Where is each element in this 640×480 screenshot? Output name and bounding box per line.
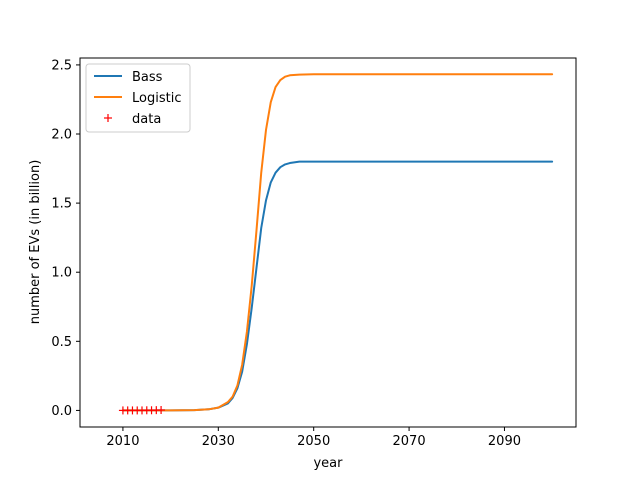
y-tick-label: 2.0 [51,128,72,143]
x-tick-label: 2030 [202,434,235,449]
legend-label-bass: Bass [132,70,163,85]
y-axis-ticks: 0.0 0.5 1.0 1.5 2.0 2.5 [51,58,80,419]
y-tick-label: 2.5 [51,58,72,73]
legend-label-logistic: Logistic [132,91,181,106]
x-axis-label: year [313,456,343,471]
y-tick-label: 0.0 [51,404,72,419]
series-markers-data [118,406,166,415]
series-layer [118,73,554,415]
plot-frame [79,57,577,428]
x-tick-label: 2010 [106,434,139,449]
legend-box [85,63,191,133]
y-tick-label: 1.0 [51,266,72,281]
y-tick-label: 0.5 [51,335,72,350]
x-axis-ticks: 2010 2030 2050 2070 2090 [106,427,521,449]
x-tick-label: 2050 [297,434,330,449]
x-tick-label: 2090 [488,434,521,449]
legend-label-data: data [132,112,161,127]
legend-swatch-data [104,114,112,122]
y-axis-label: number of EVs (in billion) [28,160,43,325]
legend: Bass Logistic data [85,63,191,133]
y-tick-label: 1.5 [51,197,72,212]
x-tick-label: 2070 [393,434,426,449]
data-point-marker [157,406,166,415]
series-line-logistic [121,73,554,412]
